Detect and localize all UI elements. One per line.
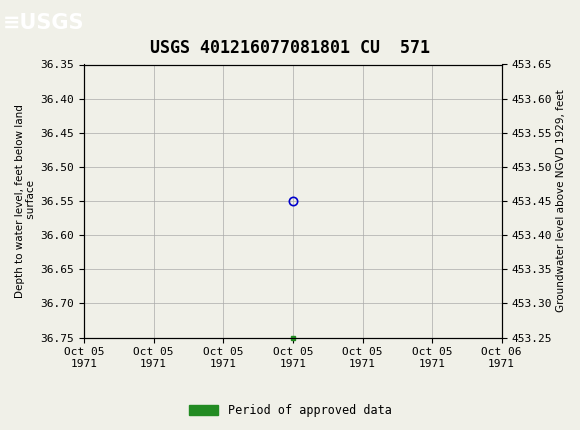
Legend: Period of approved data: Period of approved data — [184, 399, 396, 422]
Y-axis label: Groundwater level above NGVD 1929, feet: Groundwater level above NGVD 1929, feet — [556, 89, 566, 313]
Text: ≡USGS: ≡USGS — [3, 12, 85, 33]
Text: USGS 401216077081801 CU  571: USGS 401216077081801 CU 571 — [150, 39, 430, 57]
Y-axis label: Depth to water level, feet below land
 surface: Depth to water level, feet below land su… — [15, 104, 37, 298]
